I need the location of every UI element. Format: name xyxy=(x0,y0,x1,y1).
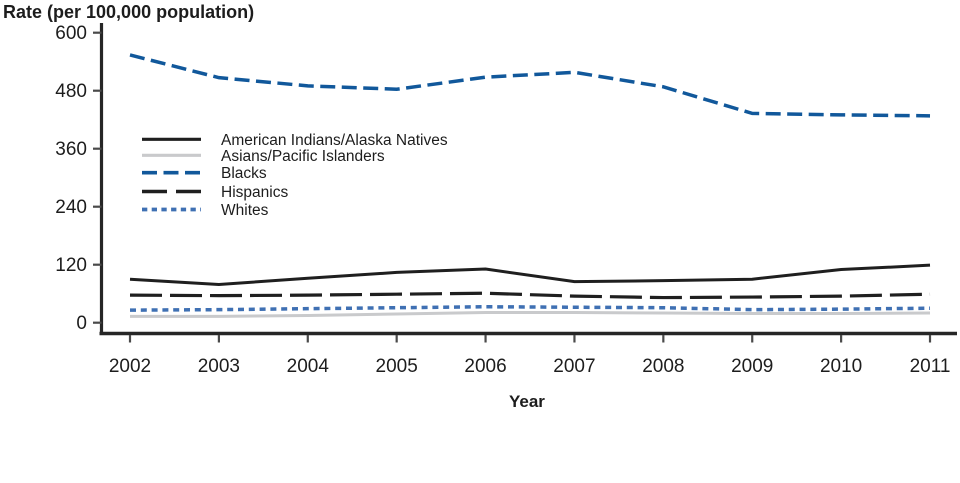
y-tick-label: 600 xyxy=(55,23,87,44)
x-tick-label: 2003 xyxy=(198,356,240,377)
series-line-asians-pacific-islanders xyxy=(130,311,931,318)
y-tick-label: 120 xyxy=(55,255,87,276)
x-tick-label: 2011 xyxy=(910,356,951,377)
series-line-hispanics xyxy=(129,291,931,300)
x-tick-label: 2002 xyxy=(109,356,151,377)
x-tick-label: 2010 xyxy=(820,356,862,377)
x-tick-label: 2004 xyxy=(287,356,330,377)
x-tick-label: 2006 xyxy=(464,356,506,377)
legend-label-blacks: Blacks xyxy=(221,165,267,182)
series-line-blacks xyxy=(129,53,931,118)
y-tick-label: 480 xyxy=(55,81,87,102)
series-line-whites xyxy=(129,304,931,312)
y-tick-label: 240 xyxy=(55,197,87,218)
x-tick-label: 2009 xyxy=(731,356,773,377)
y-axis-title: Rate (per 100,000 population) xyxy=(3,2,255,22)
x-tick-label: 2005 xyxy=(376,356,418,377)
x-tick-label: 2007 xyxy=(553,356,595,377)
x-tick-label: 2008 xyxy=(642,356,684,377)
series-line-american-indians-alaska-natives xyxy=(129,263,931,287)
legend-label-asians-pacific-islanders: Asians/Pacific Islanders xyxy=(221,148,385,165)
y-tick-label: 0 xyxy=(76,313,87,334)
legend-label-whites: Whites xyxy=(221,202,269,219)
legend-label-hispanics: Hispanics xyxy=(221,184,288,201)
x-axis-title: Year xyxy=(509,392,545,411)
legend-label-american-indians-alaska-natives: American Indians/Alaska Natives xyxy=(221,132,448,149)
y-tick-label: 360 xyxy=(55,139,87,160)
